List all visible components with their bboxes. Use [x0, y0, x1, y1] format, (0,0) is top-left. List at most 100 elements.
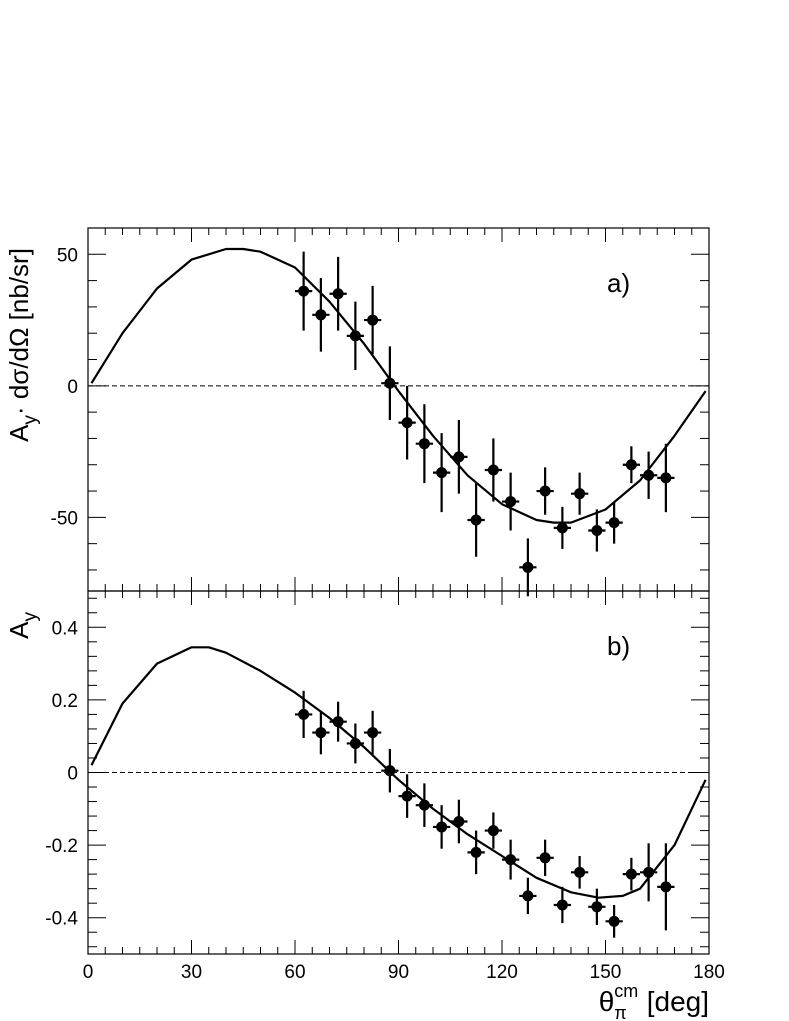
data-point	[622, 446, 640, 484]
x-tick-label: 180	[693, 962, 725, 983]
point-marker	[384, 377, 396, 389]
point-marker	[470, 846, 482, 858]
panel-label: a)	[607, 268, 630, 298]
panel-label: b)	[607, 631, 630, 661]
data-point	[364, 285, 382, 355]
data-point	[640, 451, 658, 499]
point-marker	[505, 854, 517, 866]
data-point	[657, 443, 675, 513]
data-point	[571, 472, 589, 515]
data-point	[484, 812, 502, 849]
y-tick-label: 50	[57, 245, 78, 266]
x-axis-label: θcm π [deg]	[599, 981, 709, 1021]
point-marker	[591, 901, 603, 913]
y-tick-label: 0	[67, 764, 78, 785]
point-marker	[608, 915, 620, 927]
panel-a: 50 0 -50 Ay· dσ/dΩ [nb/sr] a)	[4, 227, 710, 597]
point-marker	[436, 821, 448, 833]
point-marker	[349, 330, 361, 342]
data-point	[536, 839, 554, 876]
point-marker	[315, 309, 327, 321]
point-marker	[539, 485, 551, 497]
x-tick-label: 0	[83, 962, 94, 983]
x-tick-label: 90	[388, 962, 409, 983]
point-marker	[643, 866, 655, 878]
point-marker	[522, 890, 534, 902]
x-axis-label-sub: π	[614, 1003, 626, 1021]
point-marker	[487, 825, 499, 837]
point-marker	[367, 314, 379, 326]
point-marker	[384, 765, 396, 777]
x-tick-label: 120	[486, 962, 518, 983]
data-point	[381, 748, 399, 793]
data-point	[346, 723, 364, 764]
y-tick-label: -0.2	[45, 836, 78, 857]
data-point	[467, 483, 485, 557]
data-point	[295, 251, 313, 331]
point-marker	[608, 517, 620, 529]
y-axis-label: Ay	[4, 612, 41, 639]
x-tick-label: 30	[181, 962, 202, 983]
data-point	[553, 886, 571, 924]
point-marker	[574, 866, 586, 878]
data-point	[605, 501, 623, 544]
data-point	[346, 301, 364, 371]
point-marker	[487, 464, 499, 476]
point-marker	[505, 496, 517, 508]
data-point	[640, 843, 658, 902]
data-point	[398, 385, 416, 460]
panel-b: 0.4 0.2 0 -0.2 -0.4 Ay b) 0 30 60 90 120 150 180 θcm π […	[4, 590, 725, 1021]
x-axis-label-sup: cm	[614, 981, 638, 1001]
point-marker	[556, 522, 568, 534]
point-marker	[453, 451, 465, 463]
x-tick-label: 60	[284, 962, 305, 983]
point-marker	[418, 799, 430, 811]
data-point	[364, 710, 382, 755]
y-tick-label: 0	[67, 377, 78, 398]
point-marker	[436, 467, 448, 479]
point-marker	[660, 472, 672, 484]
data-point	[295, 690, 313, 739]
point-marker	[643, 469, 655, 481]
point-marker	[625, 459, 637, 471]
point-marker	[522, 561, 534, 573]
data-point	[588, 509, 606, 552]
data-point	[381, 346, 399, 421]
data-point	[657, 843, 675, 931]
data-point	[312, 710, 330, 755]
point-marker	[625, 868, 637, 880]
point-marker	[349, 737, 361, 749]
point-marker	[298, 708, 310, 720]
data-point	[519, 877, 537, 915]
data-point	[398, 774, 416, 818]
point-marker	[453, 816, 465, 828]
data-point	[502, 839, 520, 880]
point-marker	[470, 514, 482, 526]
x-axis-label-rest: [deg]	[647, 986, 709, 1017]
x-axis-label-main: θ	[599, 986, 615, 1017]
point-marker	[332, 716, 344, 728]
point-marker	[418, 438, 430, 450]
point-marker	[401, 417, 413, 429]
point-marker	[401, 790, 413, 802]
data-point	[312, 277, 330, 352]
y-tick-label: -50	[51, 508, 78, 529]
data-point	[553, 506, 571, 549]
data-point	[571, 855, 589, 889]
data-point	[502, 472, 520, 531]
data-point	[329, 701, 347, 742]
y-axis-label: Ay· dσ/dΩ [nb/sr]	[4, 248, 41, 442]
data-point	[433, 433, 451, 513]
point-marker	[574, 488, 586, 500]
data-point	[433, 805, 451, 849]
y-axis-label-main: A	[4, 621, 34, 639]
y-axis-label-rest: · dσ/dΩ [nb/sr]	[4, 248, 34, 415]
point-marker	[660, 881, 672, 893]
x-tick-label: 150	[590, 962, 622, 983]
point-marker	[332, 288, 344, 300]
y-tick-label: 0.4	[52, 618, 79, 639]
point-marker	[539, 852, 551, 864]
data-point	[450, 799, 468, 844]
fit-curve	[90, 646, 707, 899]
